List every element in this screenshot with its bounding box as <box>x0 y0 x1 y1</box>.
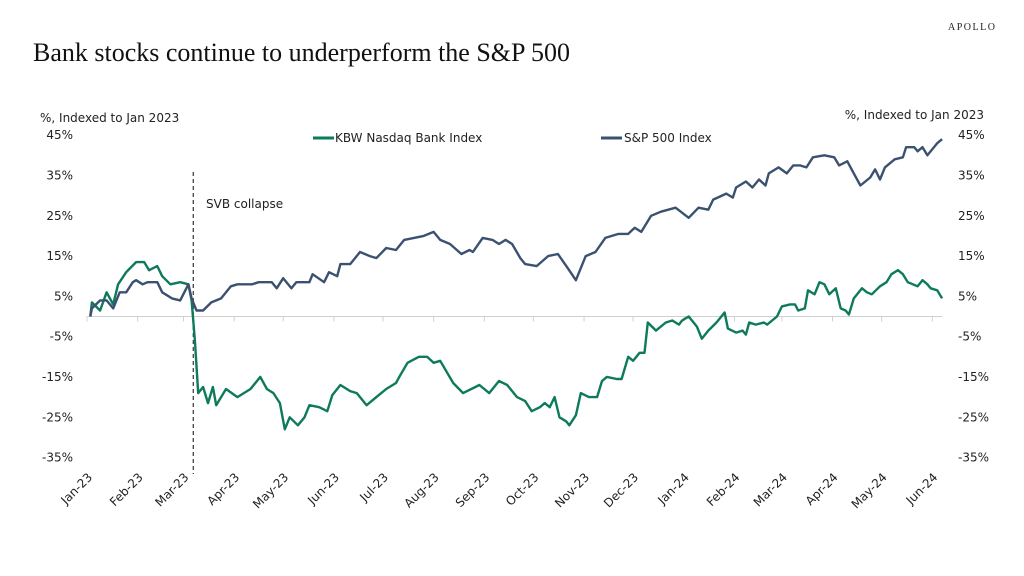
right-axis-label: %, Indexed to Jan 2023 <box>845 108 984 122</box>
x-tick-label: Jun-23 <box>304 470 342 508</box>
apollo-logo: APOLLO <box>948 22 997 33</box>
y-tick-label-right: 45% <box>958 128 985 142</box>
y-tick-label-right: 25% <box>958 209 985 223</box>
y-tick-label-left: 45% <box>46 128 73 142</box>
y-tick-label-left: -5% <box>50 330 73 344</box>
x-tick-label: Jan-23 <box>58 470 96 508</box>
legend: KBW Nasdaq Bank Index S&P 500 Index <box>313 131 712 145</box>
legend-label-sp500: S&P 500 Index <box>624 131 712 145</box>
x-tick-label: Feb-23 <box>107 470 146 509</box>
y-tick-label-right: 5% <box>958 289 977 303</box>
y-tick-label-right: -25% <box>958 410 989 424</box>
y-tick-label-right: 15% <box>958 249 985 263</box>
x-tick-label: Jun-24 <box>903 470 941 508</box>
y-tick-label-right: -5% <box>958 330 981 344</box>
x-tick-label: Aug-23 <box>401 470 441 510</box>
chart-title: Bank stocks continue to underperform the… <box>33 38 571 67</box>
x-tick-label: Apr-24 <box>803 470 841 508</box>
y-tick-label-left: 35% <box>46 168 73 182</box>
x-tick-label: Oct-23 <box>503 470 541 508</box>
x-tick-label: Feb-24 <box>704 470 743 509</box>
y-tick-label-right: -15% <box>958 370 989 384</box>
x-tick-label: Dec-23 <box>601 470 641 510</box>
svb-annotation-label: SVB collapse <box>206 197 283 211</box>
x-tick-label: Mar-23 <box>152 470 191 509</box>
x-tick-label: Nov-23 <box>552 470 592 510</box>
y-tick-label-right: 35% <box>958 168 985 182</box>
series-line-sp500-index <box>89 138 943 317</box>
x-tick-label: Mar-24 <box>751 470 790 509</box>
y-tick-label-left: -35% <box>42 451 73 465</box>
x-tick-label: Sep-23 <box>453 470 493 510</box>
y-tick-label-left: 25% <box>46 209 73 223</box>
x-tick-label: May-23 <box>250 470 291 511</box>
y-tick-label-right: -35% <box>958 451 989 465</box>
y-tick-label-left: 15% <box>46 249 73 263</box>
x-tick-label: May-24 <box>849 470 890 511</box>
x-tick-label: Apr-23 <box>204 470 242 508</box>
left-axis-label: %, Indexed to Jan 2023 <box>40 111 179 125</box>
y-tick-label-left: -25% <box>42 410 73 424</box>
legend-label-bank: KBW Nasdaq Bank Index <box>335 131 482 145</box>
x-tick-label: Jan-24 <box>654 470 692 508</box>
x-tick-label: Jul-23 <box>356 470 391 505</box>
y-tick-label-left: 5% <box>54 289 73 303</box>
series-line-kbw-bank-index <box>89 260 944 431</box>
y-tick-label-left: -15% <box>42 370 73 384</box>
